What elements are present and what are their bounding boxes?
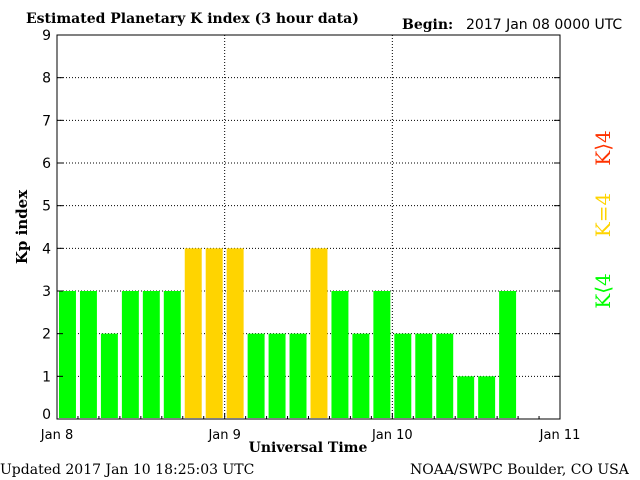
- y-tick-label: 2: [42, 327, 51, 343]
- x-tick-label: Jan 10: [371, 428, 413, 443]
- kp-bar: [79, 291, 97, 418]
- kp-bar: [100, 333, 118, 418]
- kp-bar: [394, 333, 412, 418]
- kp-bar: [478, 376, 496, 418]
- x-tick-label: Jan 8: [40, 428, 73, 443]
- y-tick-label: 8: [42, 71, 51, 87]
- kp-bar: [352, 333, 370, 418]
- y-tick-label: 7: [42, 113, 51, 129]
- legend-high: K⟩4: [591, 130, 615, 165]
- kp-bar: [310, 248, 328, 418]
- grid-lines: [57, 35, 560, 419]
- begin-label: Begin:: [402, 17, 453, 33]
- kp-bar: [268, 333, 286, 418]
- bars: [59, 248, 517, 418]
- source-credit: NOAA/SWPC Boulder, CO USA: [410, 462, 630, 478]
- x-axis: Jan 8 Jan 9 Jan 10 Jan 11: [40, 413, 581, 443]
- y-tick-label: 9: [42, 28, 51, 44]
- kp-bar: [121, 291, 139, 418]
- kp-bar: [205, 248, 223, 418]
- y-tick-label: 3: [42, 284, 51, 300]
- begin-value: 2017 Jan 08 0000 UTC: [466, 17, 622, 33]
- y-tick-label: 6: [42, 156, 51, 172]
- kp-bar: [59, 291, 76, 418]
- kp-bar: [142, 291, 160, 418]
- updated-timestamp: Updated 2017 Jan 10 18:25:03 UTC: [0, 462, 254, 478]
- y-tick-label: 0: [42, 407, 51, 423]
- legend-equal: K=4: [591, 193, 615, 237]
- x-tick-label: Jan 11: [539, 428, 581, 443]
- y-tick-label: 4: [42, 241, 51, 257]
- y-axis: 0 1 2 3 4 5 6 7 8 9: [42, 28, 560, 423]
- y-tick-label: 1: [42, 369, 51, 385]
- kp-bar: [436, 333, 454, 418]
- kp-bar: [184, 248, 202, 418]
- kp-bar: [499, 291, 517, 418]
- kp-bar: [226, 248, 244, 418]
- x-tick-label: Jan 9: [207, 428, 240, 443]
- y-tick-label: 5: [42, 199, 51, 215]
- kp-bar: [415, 333, 433, 418]
- kp-bar: [247, 333, 265, 418]
- kp-bar: [373, 291, 391, 418]
- x-axis-label: Universal Time: [249, 440, 368, 456]
- kp-bar: [289, 333, 307, 418]
- kp-bar: [331, 291, 349, 418]
- kp-bar: [457, 376, 475, 418]
- y-axis-label: Kp index: [13, 189, 31, 264]
- legend-low: K⟨4: [591, 273, 615, 308]
- kp-bar: [163, 291, 181, 418]
- chart-title: Estimated Planetary K index (3 hour data…: [26, 11, 359, 27]
